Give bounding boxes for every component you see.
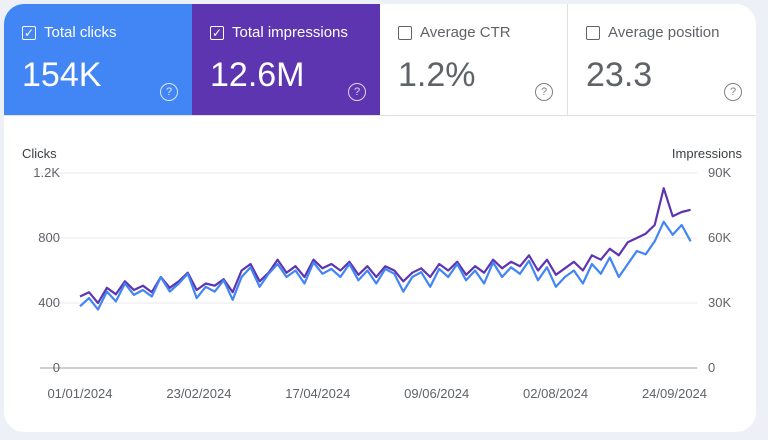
help-icon[interactable]: ?	[724, 83, 742, 101]
y-tick-right: 0	[708, 360, 715, 375]
performance-card: ✓ Total clicks 154K ? ✓ Total impressions …	[4, 4, 756, 432]
y-tick-right: 90K	[708, 165, 731, 180]
help-icon[interactable]: ?	[348, 83, 366, 101]
checkbox-unchecked-icon[interactable]	[398, 25, 412, 40]
x-tick: 09/06/2024	[404, 386, 469, 401]
y-tick-left: 800	[38, 230, 60, 245]
metric-tabs: ✓ Total clicks 154K ? ✓ Total impressions …	[4, 4, 756, 116]
y-axis-left-title: Clicks	[22, 146, 57, 161]
checkbox-checked-icon[interactable]: ✓	[22, 25, 36, 40]
series-line-impressions	[79, 187, 691, 305]
metric-total-impressions[interactable]: ✓ Total impressions 12.6M ?	[192, 4, 380, 115]
metric-label: Total clicks	[44, 24, 117, 41]
series-line-clicks	[79, 220, 692, 311]
help-icon[interactable]: ?	[160, 83, 178, 101]
y-tick-left: 1.2K	[33, 165, 60, 180]
checkbox-checked-icon[interactable]: ✓	[210, 25, 224, 40]
help-icon[interactable]: ?	[535, 83, 553, 101]
x-tick: 01/01/2024	[47, 386, 112, 401]
y-tick-right: 30K	[708, 295, 731, 310]
y-axis-right-title: Impressions	[672, 146, 743, 161]
metric-value: 23.3	[586, 56, 653, 94]
y-tick-right: 60K	[708, 230, 731, 245]
metric-value: 12.6M	[210, 56, 305, 94]
checkbox-unchecked-icon[interactable]	[586, 25, 600, 40]
x-tick: 17/04/2024	[285, 386, 350, 401]
y-tick-left: 0	[53, 360, 60, 375]
metric-label: Average CTR	[420, 24, 511, 41]
metric-label: Average position	[608, 24, 720, 41]
metric-total-clicks[interactable]: ✓ Total clicks 154K ?	[4, 4, 192, 115]
x-tick: 24/09/2024	[642, 386, 707, 401]
metric-value: 154K	[22, 56, 102, 94]
x-tick: 02/08/2024	[523, 386, 588, 401]
metric-value: 1.2%	[398, 56, 476, 94]
metric-label: Total impressions	[232, 24, 348, 41]
metric-average-ctr[interactable]: Average CTR 1.2% ?	[380, 4, 568, 115]
y-tick-left: 400	[38, 295, 60, 310]
x-tick: 23/02/2024	[166, 386, 231, 401]
metric-average-position[interactable]: Average position 23.3 ?	[568, 4, 756, 115]
